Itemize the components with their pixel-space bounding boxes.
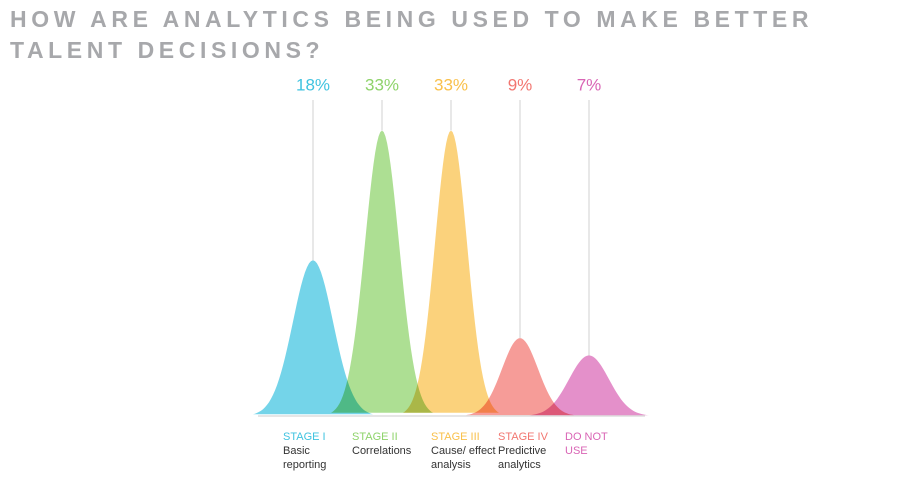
bell-curve: [529, 355, 649, 416]
stage-description: Basic reporting: [283, 445, 327, 471]
value-label: 9%: [508, 75, 533, 94]
chart-title: HOW ARE ANALYTICS BEING USED TO MAKE BET…: [10, 6, 814, 63]
bell-curve: [253, 260, 373, 415]
stage-description: Cause/ effect analysis: [431, 445, 496, 471]
category-label: STAGE III Cause/ effect analysis: [431, 430, 497, 472]
stage-description: Correlations: [352, 445, 412, 457]
category-label: DO NOT USE: [565, 430, 631, 458]
value-label: 7%: [577, 75, 602, 94]
stage-label: STAGE II: [352, 431, 398, 443]
category-label: STAGE I Basic reporting: [283, 430, 349, 472]
stage-label: STAGE III: [431, 431, 480, 443]
stage-label: DO NOT USE: [565, 431, 608, 457]
bell-curve: [331, 130, 433, 413]
value-label: 18%: [296, 75, 330, 94]
bell-curve: [403, 130, 499, 413]
stage-label: STAGE IV: [498, 431, 548, 443]
value-label: 33%: [365, 75, 399, 94]
category-label: STAGE II Correlations: [352, 430, 418, 458]
category-label: STAGE IV Predictive analytics: [498, 430, 564, 472]
stage-description: Predictive analytics: [498, 445, 547, 471]
value-label: 33%: [434, 75, 468, 94]
stage-label: STAGE I: [283, 431, 326, 443]
bell-curve: [466, 338, 574, 416]
